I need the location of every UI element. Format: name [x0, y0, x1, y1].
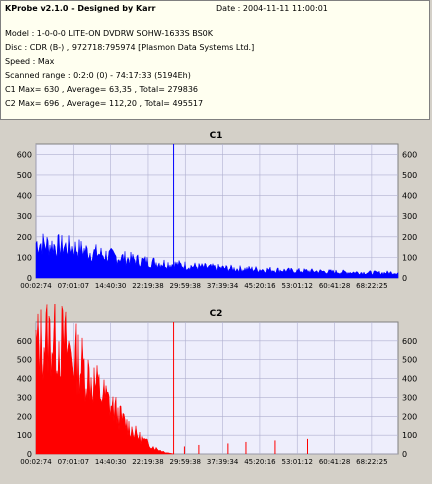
scan-speed: Speed : Max	[5, 57, 55, 66]
c2-y-tick-label: 400	[17, 375, 32, 384]
scan-date: Date : 2004-11-11 11:00:01	[216, 4, 328, 13]
disc-info: Disc : CDR (B-) , 972718:795974 [Plasmon…	[5, 43, 255, 52]
c2-data-area	[35, 295, 175, 455]
c1-x-tick-label: 60:41:28	[319, 282, 350, 290]
c2-y-tick-label: 300	[17, 393, 32, 402]
c1-y-tick-label: 100	[17, 253, 32, 262]
c2-y-tick-label: 0	[27, 450, 32, 459]
c1-chart-panel: C1 0 0 100 100 200 200 300 300 400 400 500 500 600 600…	[0, 126, 432, 304]
c1-x-tick-label: 45:20:16	[244, 282, 276, 290]
c1-y2-tick-label: 500	[402, 171, 417, 180]
c1-y2-tick-label: 600	[402, 150, 417, 159]
c2-y2-tick-label: 100	[402, 431, 417, 440]
c1-x-tick-label: 37:39:34	[207, 282, 239, 290]
c2-x-tick-label: 60:41:28	[319, 458, 350, 466]
c1-y-tick-label: 200	[17, 233, 32, 242]
c2-x-tick-label: 45:20:16	[244, 458, 276, 466]
c1-summary: C1 Max= 630 , Average= 63,35 , Total= 27…	[5, 85, 198, 94]
c1-y-tick-label: 500	[17, 171, 32, 180]
c2-x-tick-label: 00:02:74	[20, 458, 52, 466]
app-title: KProbe v2.1.0 - Designed by Karr	[5, 4, 156, 13]
c1-y2-tick-label: 100	[402, 253, 417, 262]
c2-x-tick-label: 07:01:07	[58, 458, 89, 466]
c2-y2-tick-label: 600	[402, 337, 417, 346]
c2-y2-tick-label: 500	[402, 356, 417, 365]
c1-y2-tick-label: 0	[402, 274, 407, 283]
c2-chart: C2 0 0 100 100 200 200 300 300 400 400 500 500 600 600…	[17, 295, 417, 466]
c2-x-tick-label: 22:19:38	[132, 458, 163, 466]
scanned-range: Scanned range : 0:2:0 (0) - 74:17:33 (51…	[5, 71, 191, 80]
c1-data-area	[35, 233, 399, 279]
c2-x-tick-label: 68:22:25	[356, 458, 387, 466]
c1-x-tick-label: 53:01:12	[282, 282, 313, 290]
c1-x-tick-label: 22:19:38	[132, 282, 163, 290]
c2-y-tick-label: 200	[17, 412, 32, 421]
c1-y-tick-label: 600	[17, 150, 32, 159]
c2-chart-panel: C2 0 0 100 100 200 200 300 300 400 400 500 500 600 600…	[0, 295, 432, 480]
c2-y-tick-label: 600	[17, 337, 32, 346]
c1-x-tick-label: 07:01:07	[58, 282, 89, 290]
c1-y2-tick-label: 200	[402, 233, 417, 242]
c1-y-tick-label: 0	[27, 274, 32, 283]
c2-x-tick-label: 29:59:38	[170, 458, 201, 466]
c2-y2-tick-label: 300	[402, 393, 417, 402]
c1-x-tick-label: 29:59:38	[170, 282, 201, 290]
c2-x-tick-label: 53:01:12	[282, 458, 313, 466]
c2-summary: C2 Max= 696 , Average= 112,20 , Total= 4…	[5, 99, 204, 108]
c1-y-tick-label: 300	[17, 212, 32, 221]
c1-chart: C1 0 0 100 100 200 200 300 300 400 400 500 500 600 600…	[17, 131, 418, 290]
c2-x-tick-label: 14:40:30	[95, 458, 126, 466]
disc-info-panel: KProbe v2.1.0 - Designed by Karr Date : …	[0, 0, 430, 120]
c1-y2-tick-label: 400	[402, 192, 417, 201]
c2-y2-tick-label: 0	[402, 450, 407, 459]
drive-model: Model : 1-0-0-0 LITE-ON DVDRW SOHW-1633S…	[5, 29, 213, 38]
c1-y-tick-label: 400	[17, 192, 32, 201]
c2-x-tick-label: 37:39:34	[207, 458, 239, 466]
c2-y2-tick-label: 400	[402, 375, 417, 384]
c1-chart-title: C1	[210, 131, 223, 141]
c2-y-tick-label: 500	[17, 356, 32, 365]
c1-x-tick-label: 00:02:74	[20, 282, 52, 290]
c2-y2-tick-label: 200	[402, 412, 417, 421]
c2-chart-title: C2	[210, 309, 223, 319]
c1-y2-tick-label: 300	[402, 212, 417, 221]
c1-x-tick-label: 14:40:30	[95, 282, 126, 290]
c2-y-tick-label: 100	[17, 431, 32, 440]
c1-x-tick-label: 68:22:25	[356, 282, 387, 290]
